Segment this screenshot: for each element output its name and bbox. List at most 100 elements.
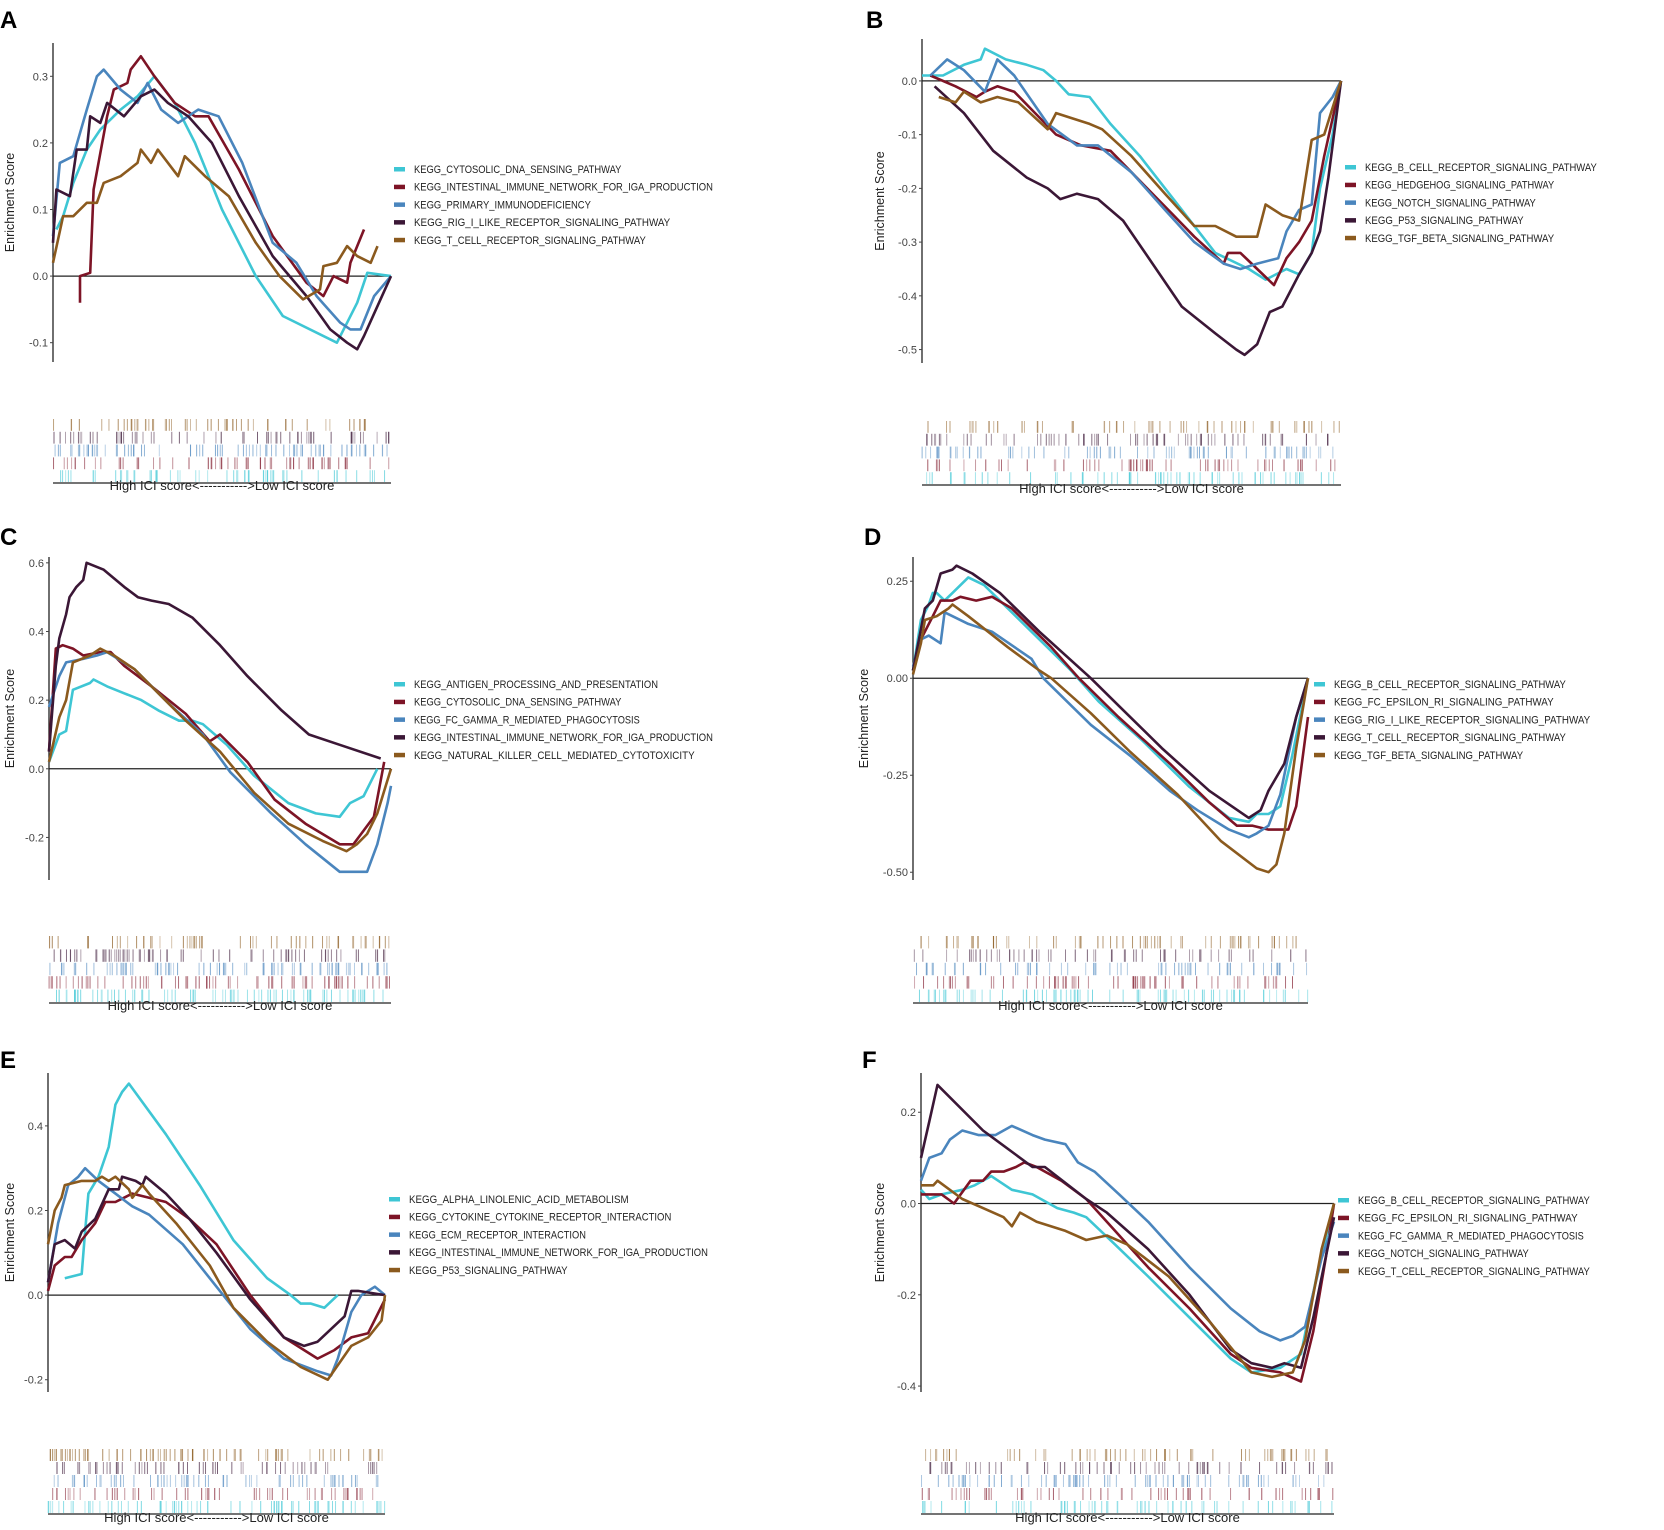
y-tick-label: 0.0 [902,76,917,88]
legend-label: KEGG_T_CELL_RECEPTOR_SIGNALING_PATHWAY [1334,732,1566,744]
y-tick-label: -0.25 [883,770,908,782]
legend-label: KEGG_RIG_I_LIKE_RECEPTOR_SIGNALING_PATHW… [1334,714,1591,726]
legend-label: KEGG_NOTCH_SIGNALING_PATHWAY [1358,1248,1529,1260]
legend-swatch [1345,218,1356,223]
series-line [51,68,392,331]
panel-a: A -0.1 0.0 0.1 0.2 0.3 Enrichment Score KEGG_CY… [0,7,713,493]
y-axis-label: Enrichment Score [3,153,17,252]
y-tick-label: 0.00 [887,673,908,685]
x-axis-label: High ICI score<----------->Low ICI score [110,478,335,493]
legend-swatch [389,1197,400,1202]
legend-swatch [1345,235,1356,241]
y-tick-label: 0.0 [28,1290,43,1302]
y-axis-label: Enrichment Score [857,669,871,768]
legend-label: KEGG_ANTIGEN_PROCESSING_AND_PRESENTATION [414,679,658,691]
y-axis-label: Enrichment Score [3,669,17,768]
y-tick-label: -0.1 [29,338,48,350]
legend-label: KEGG_INTESTINAL_IMMUNE_NETWORK_FOR_IGA_P… [414,732,713,744]
legend-label: KEGG_P53_SIGNALING_PATHWAY [409,1265,568,1277]
y-tick-label: -0.2 [898,183,917,195]
legend-swatch [394,220,405,225]
series-line [46,1175,387,1381]
legend-label: KEGG_INTESTINAL_IMMUNE_NETWORK_FOR_IGA_P… [409,1247,708,1259]
series-line [911,603,1310,874]
legend-swatch [389,1232,400,1237]
legend-swatch [1314,735,1325,740]
legend-label: KEGG_ECM_RECEPTOR_INTERACTION [409,1229,586,1241]
legend-label: KEGG_FC_GAMMA_R_MEDIATED_PHAGOCYTOSIS [414,714,640,726]
legend-swatch [1314,682,1325,687]
x-axis-label: High ICI score<----------->Low ICI score [108,998,333,1013]
legend-label: KEGG_T_CELL_RECEPTOR_SIGNALING_PATHWAY [1358,1266,1590,1278]
panel-f: F -0.4 -0.2 0.0 0.2 Enrichment Score KEGG_B_CE… [862,1047,1590,1525]
series-line [938,80,1343,238]
y-tick-label: -0.50 [883,867,908,879]
y-tick-label: -0.4 [898,291,917,303]
legend-swatch [394,752,405,758]
y-axis-label: Enrichment Score [873,1183,887,1282]
series-line [46,1175,386,1348]
series-line [920,1174,1336,1374]
y-tick-label: -0.3 [898,237,917,249]
y-tick-label: 0.4 [28,1121,43,1133]
panel-e: E -0.2 0.0 0.2 0.4 Enrichment Score KEGG_ALPHA… [0,1047,708,1525]
legend-label: KEGG_CYTOKINE_CYTOKINE_RECEPTOR_INTERACT… [409,1212,671,1224]
series-line [919,1083,1336,1370]
panel-b: B -0.5 -0.4 -0.3 -0.2 -0.1 0.0 Enrichment Score… [866,7,1597,496]
series-line [911,576,1310,824]
legend-swatch [389,1250,400,1255]
legend-swatch [394,682,405,687]
legend-swatch [1338,1215,1349,1221]
legend-label: KEGG_NOTCH_SIGNALING_PATHWAY [1365,197,1536,209]
panel-c: C -0.2 0.0 0.2 0.4 0.6 Enrichment Score KEGG_AN… [0,524,713,1013]
y-tick-label: 0.0 [33,271,48,283]
series-line [47,650,393,874]
legend-swatch [394,735,405,740]
legend-label: KEGG_HEDGEHOG_SIGNALING_PATHWAY [1365,180,1555,192]
y-axis-label: Enrichment Score [3,1183,17,1282]
series-line [911,611,1310,839]
legend-swatch [394,237,405,243]
panel-letter: E [0,1047,16,1074]
legend-label: KEGG_B_CELL_RECEPTOR_SIGNALING_PATHWAY [1358,1195,1590,1207]
legend-swatch [389,1214,400,1220]
legend-label: KEGG_P53_SIGNALING_PATHWAY [1365,215,1524,227]
legend-label: KEGG_CYTOSOLIC_DNA_SENSING_PATHWAY [414,164,622,176]
y-tick-label: 0.4 [29,626,44,638]
y-tick-label: -0.2 [24,1375,43,1387]
legend-swatch [1338,1268,1349,1274]
y-tick-label: 0.2 [29,695,44,707]
x-axis-label: High ICI score<----------->Low ICI score [998,998,1223,1013]
series-line [921,1179,1336,1379]
panel-d: D -0.50 -0.25 0.00 0.25 Enrichment Score KEGG_… [857,524,1591,1013]
y-tick-label: 0.6 [29,558,44,570]
series-line [51,148,379,301]
legend-label: KEGG_NATURAL_KILLER_CELL_MEDIATED_CYTOTO… [414,750,695,762]
legend-swatch [1338,1198,1349,1203]
y-tick-label: -0.5 [898,345,917,357]
series-line [64,1082,339,1310]
series-line [47,643,386,846]
panel-letter: F [862,1047,877,1074]
x-axis-label: High ICI score<----------->Low ICI score [1015,1510,1240,1525]
y-tick-label: 0.2 [33,138,48,150]
legend-swatch [394,184,405,190]
y-tick-label: 0.1 [33,204,48,216]
legend-label: KEGG_TGF_BETA_SIGNALING_PATHWAY [1365,233,1555,245]
legend-swatch [394,699,405,705]
legend-swatch [1345,182,1356,188]
legend-swatch [394,202,405,207]
legend-swatch [394,167,405,172]
legend-swatch [1345,165,1356,170]
series-line [51,88,393,351]
series-line [47,678,379,819]
series-line [919,1124,1336,1342]
series-line [47,647,393,853]
panel-letter: C [0,524,17,551]
legend-swatch [1314,699,1325,705]
series-line [46,1166,386,1377]
legend-label: KEGG_FC_EPSILON_RI_SIGNALING_PATHWAY [1358,1213,1578,1225]
series-line [933,80,1343,357]
y-tick-label: -0.2 [897,1290,916,1302]
